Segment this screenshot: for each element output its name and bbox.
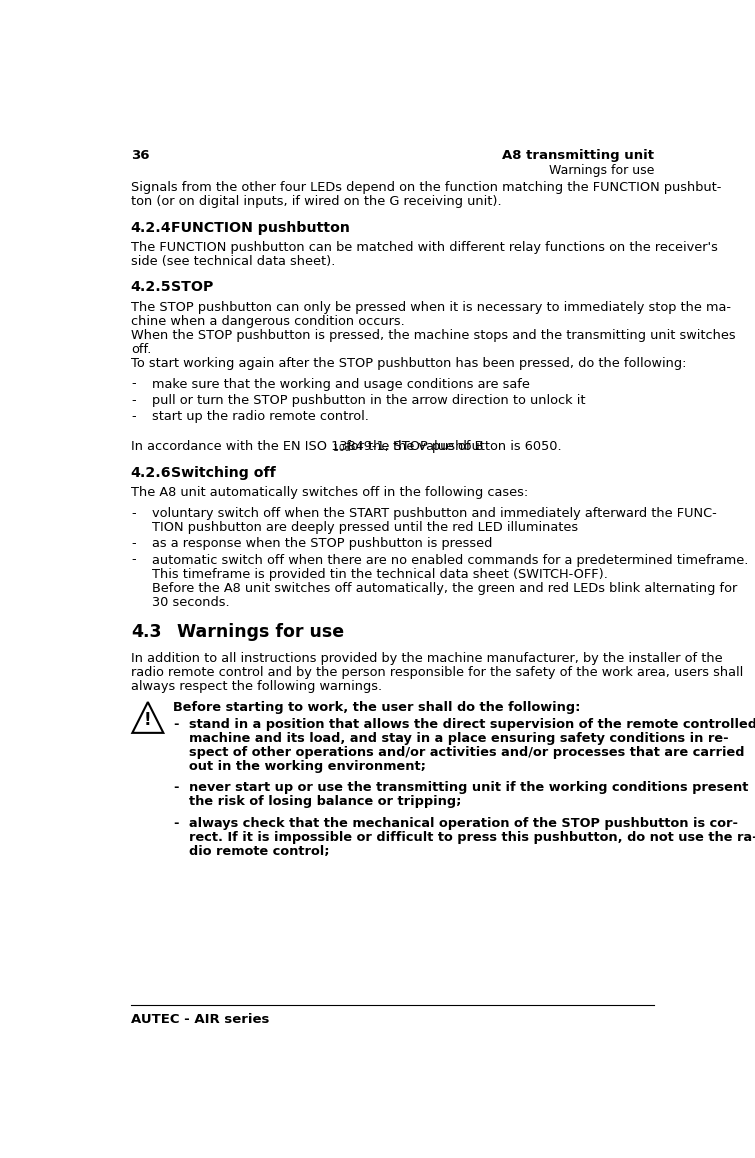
Text: The A8 unit automatically switches off in the following cases:: The A8 unit automatically switches off i… [131, 486, 528, 499]
Text: 4.2.6: 4.2.6 [131, 466, 171, 479]
Text: always respect the following warnings.: always respect the following warnings. [131, 680, 382, 692]
Text: Before the A8 unit switches off automatically, the green and red LEDs blink alte: Before the A8 unit switches off automati… [153, 581, 738, 594]
Text: AUTEC - AIR series: AUTEC - AIR series [131, 1013, 270, 1026]
Text: This timeframe is provided tin the technical data sheet (SWITCH-OFF).: This timeframe is provided tin the techn… [153, 567, 609, 580]
Text: -: - [131, 410, 136, 423]
Text: Switching off: Switching off [171, 466, 276, 479]
Text: make sure that the working and usage conditions are safe: make sure that the working and usage con… [153, 378, 530, 390]
Text: off.: off. [131, 343, 151, 356]
Text: -: - [174, 718, 179, 731]
Text: radio remote control and by the person responsible for the safety of the work ar: radio remote control and by the person r… [131, 666, 743, 679]
Text: 36: 36 [131, 149, 149, 162]
Text: as a response when the STOP pushbutton is pressed: as a response when the STOP pushbutton i… [153, 537, 493, 550]
Text: In accordance with the EN ISO 13849-1, the value of B: In accordance with the EN ISO 13849-1, t… [131, 440, 483, 453]
Text: The FUNCTION pushbutton can be matched with different relay functions on the rec: The FUNCTION pushbutton can be matched w… [131, 241, 718, 254]
Text: When the STOP pushbutton is pressed, the machine stops and the transmitting unit: When the STOP pushbutton is pressed, the… [131, 329, 735, 342]
Text: dio remote control;: dio remote control; [189, 845, 329, 858]
Text: -: - [131, 554, 136, 566]
Text: pull or turn the STOP pushbutton in the arrow direction to unlock it: pull or turn the STOP pushbutton in the … [153, 394, 586, 406]
Text: 30 seconds.: 30 seconds. [153, 595, 230, 609]
Text: FUNCTION pushbutton: FUNCTION pushbutton [171, 221, 350, 235]
Text: machine and its load, and stay in a place ensuring safety conditions in re-: machine and its load, and stay in a plac… [189, 732, 729, 745]
Text: !: ! [144, 711, 152, 728]
Text: 10d: 10d [333, 444, 351, 453]
Text: -: - [131, 537, 136, 550]
Text: A8 transmitting unit: A8 transmitting unit [502, 149, 654, 162]
Text: TION pushbutton are deeply pressed until the red LED illuminates: TION pushbutton are deeply pressed until… [153, 521, 578, 534]
Text: Warnings for use: Warnings for use [549, 163, 654, 177]
Text: Warnings for use: Warnings for use [177, 623, 344, 640]
Text: always check that the mechanical operation of the STOP pushbutton is cor-: always check that the mechanical operati… [189, 818, 738, 830]
Text: rect. If it is impossible or difficult to press this pushbutton, do not use the : rect. If it is impossible or difficult t… [189, 831, 755, 844]
Text: side (see technical data sheet).: side (see technical data sheet). [131, 255, 335, 267]
Text: Before starting to work, the user shall do the following:: Before starting to work, the user shall … [174, 701, 581, 713]
Text: the risk of losing balance or tripping;: the risk of losing balance or tripping; [189, 796, 461, 808]
Text: start up the radio remote control.: start up the radio remote control. [153, 410, 369, 423]
Text: -: - [174, 782, 179, 794]
Text: automatic switch off when there are no enabled commands for a predetermined time: automatic switch off when there are no e… [153, 554, 749, 566]
Text: To start working again after the STOP pushbutton has been pressed, do the follow: To start working again after the STOP pu… [131, 357, 686, 369]
Text: spect of other operations and/or activities and/or processes that are carried: spect of other operations and/or activit… [189, 746, 744, 758]
Text: for the STOP pushbutton is 6050.: for the STOP pushbutton is 6050. [341, 440, 561, 453]
Text: 4.3: 4.3 [131, 623, 162, 640]
Text: ton (or on digital inputs, if wired on the G receiving unit).: ton (or on digital inputs, if wired on t… [131, 196, 501, 208]
Text: In addition to all instructions provided by the machine manufacturer, by the ins: In addition to all instructions provided… [131, 652, 723, 665]
Text: -: - [174, 818, 179, 830]
Text: out in the working environment;: out in the working environment; [189, 760, 426, 772]
Text: 4.2.4: 4.2.4 [131, 221, 171, 235]
Text: STOP: STOP [171, 280, 214, 294]
Text: Signals from the other four LEDs depend on the function matching the FUNCTION pu: Signals from the other four LEDs depend … [131, 182, 721, 195]
Text: chine when a dangerous condition occurs.: chine when a dangerous condition occurs. [131, 315, 405, 328]
Text: 4.2.5: 4.2.5 [131, 280, 171, 294]
Text: -: - [131, 378, 136, 390]
Text: -: - [131, 394, 136, 406]
Text: voluntary switch off when the START pushbutton and immediately afterward the FUN: voluntary switch off when the START push… [153, 507, 717, 520]
Text: never start up or use the transmitting unit if the working conditions present: never start up or use the transmitting u… [189, 782, 748, 794]
Text: The STOP pushbutton can only be pressed when it is necessary to immediately stop: The STOP pushbutton can only be pressed … [131, 301, 731, 314]
Text: stand in a position that allows the direct supervision of the remote controlled: stand in a position that allows the dire… [189, 718, 755, 731]
Text: -: - [131, 507, 136, 520]
